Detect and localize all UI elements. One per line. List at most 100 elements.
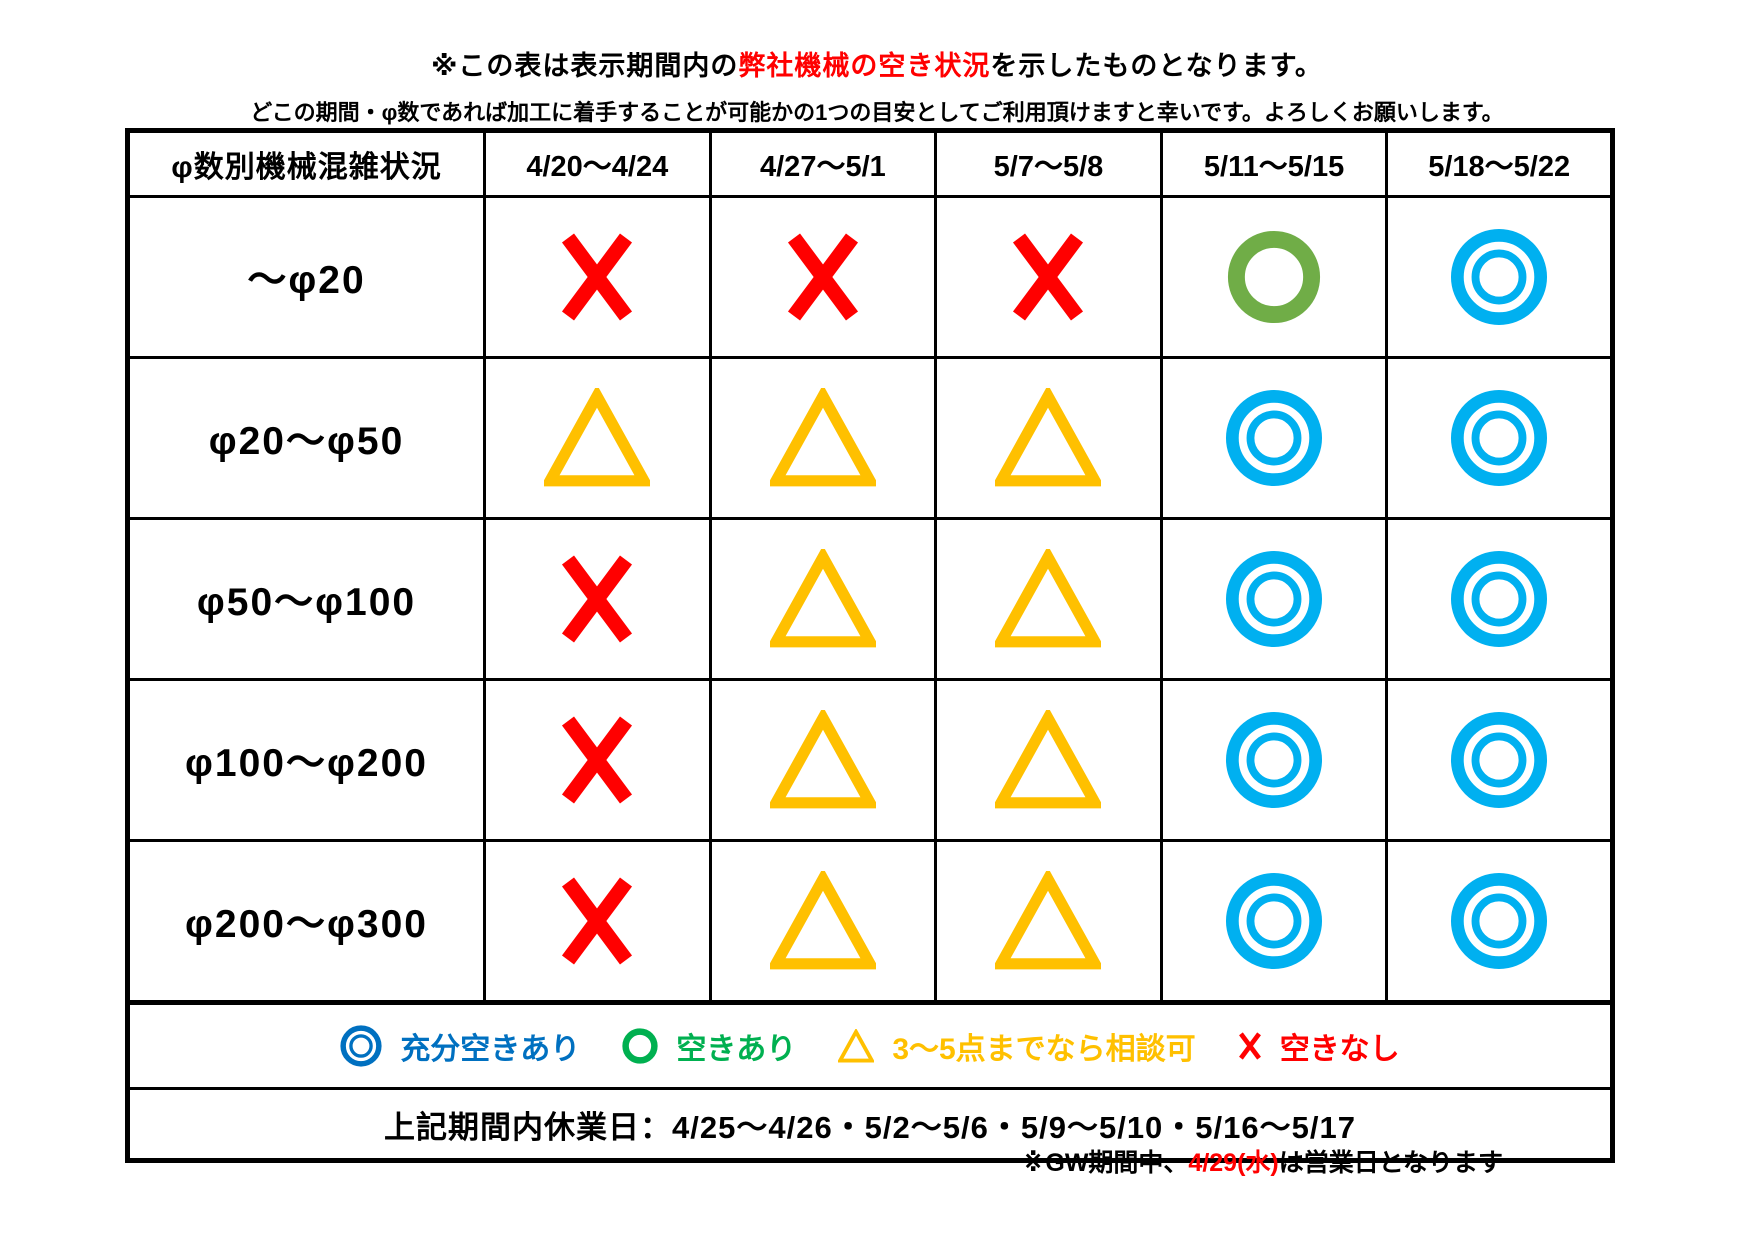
diameter-row-label: φ50〜φ100 xyxy=(126,517,486,681)
availability-cell xyxy=(1385,356,1614,520)
availability-table-wrap: φ数別機械混雑状況 4/20〜4/24 4/27〜5/1 5/7〜5/8 5/11〜5/… xyxy=(125,128,1615,1163)
title-line1: ※この表は表示期間内の弊社機械の空き状況を示したものとなります。 xyxy=(0,0,1754,83)
availability-cell xyxy=(934,839,1163,1004)
availability-table: φ数別機械混雑状況 4/20〜4/24 4/27〜5/1 5/7〜5/8 5/11〜5/… xyxy=(125,128,1615,1163)
table-header: φ数別機械混雑状況 4/20〜4/24 4/27〜5/1 5/7〜5/8 5/11〜5/… xyxy=(126,129,1614,198)
x-icon xyxy=(562,877,633,965)
table-row: φ50〜φ100 xyxy=(126,517,1614,681)
circle-icon xyxy=(1228,230,1321,324)
availability-cell xyxy=(483,195,712,359)
legend-row: 充分空きあり 空きあり 3〜5点までなら相談可 空きなし xyxy=(126,1000,1614,1090)
table-row: φ20〜φ50 xyxy=(126,356,1614,520)
legend-item: 空きなし xyxy=(1238,1024,1400,1068)
period-header: 4/27〜5/1 xyxy=(708,129,938,198)
x-icon xyxy=(1013,233,1084,321)
x-icon xyxy=(562,555,633,643)
legend-label: 充分空きあり xyxy=(400,1033,581,1066)
availability-cell xyxy=(708,517,938,681)
availability-cell xyxy=(934,517,1163,681)
double-circle-icon xyxy=(1226,872,1323,970)
triangle-icon xyxy=(995,871,1102,970)
gw-footnote: ※GW期間中、4/29(水)は営業日となります xyxy=(125,1143,1615,1179)
x-icon xyxy=(1238,1032,1261,1060)
legend-symbol-x xyxy=(1238,1031,1262,1061)
availability-cell xyxy=(483,356,712,520)
table-row: 〜φ20 xyxy=(126,195,1614,359)
diameter-row-label: 〜φ20 xyxy=(126,195,486,359)
double-circle-icon xyxy=(1451,389,1548,487)
availability-cell xyxy=(708,195,938,359)
legend-item: 空きあり xyxy=(622,1024,796,1068)
closed-days-value: 4/25〜4/26・5/2〜5/6・5/9〜5/10・5/16〜5/17 xyxy=(672,1109,1356,1145)
double-circle-icon xyxy=(340,1025,382,1067)
gw-footnote-highlight: 4/29(水) xyxy=(1188,1149,1279,1177)
table-row: φ200〜φ300 xyxy=(126,839,1614,1004)
availability-cell xyxy=(1159,195,1389,359)
availability-cell xyxy=(1385,517,1614,681)
header-row: φ数別機械混雑状況 4/20〜4/24 4/27〜5/1 5/7〜5/8 5/11〜5/… xyxy=(126,129,1614,198)
legend-symbol-triangle xyxy=(838,1029,875,1063)
availability-cell xyxy=(1385,195,1614,359)
x-icon xyxy=(562,233,633,321)
triangle-icon xyxy=(769,388,876,487)
availability-cell xyxy=(1159,678,1389,842)
triangle-icon xyxy=(995,388,1102,487)
availability-cell xyxy=(708,839,938,1004)
period-header: 5/11〜5/15 xyxy=(1159,129,1389,198)
availability-cell xyxy=(1159,839,1389,1004)
gw-footnote-suffix: は営業日となります xyxy=(1278,1149,1503,1177)
triangle-icon xyxy=(769,710,876,809)
triangle-icon xyxy=(544,388,651,487)
availability-cell xyxy=(934,356,1163,520)
title-line1-prefix: ※この表は表示期間内の xyxy=(431,51,739,81)
triangle-icon xyxy=(838,1029,875,1063)
double-circle-icon xyxy=(1226,550,1323,648)
legend-symbol-double-circle xyxy=(340,1025,382,1067)
closed-days-label: 上記期間内休業日： xyxy=(384,1109,673,1145)
title-line1-suffix: を示したものとなります。 xyxy=(990,51,1323,81)
legend-cell: 充分空きあり 空きあり 3〜5点までなら相談可 空きなし xyxy=(126,1000,1614,1090)
closed-days-cell: 上記期間内休業日：4/25〜4/26・5/2〜5/6・5/9〜5/10・5/16… xyxy=(126,1087,1614,1162)
legend-item: 充分空きあり xyxy=(340,1024,580,1068)
x-icon xyxy=(562,716,633,804)
title-line1-highlight: 弊社機械の空き状況 xyxy=(738,51,991,81)
legend-item: 3〜5点までなら相談可 xyxy=(838,1024,1196,1068)
availability-cell xyxy=(708,678,938,842)
period-header: 5/7〜5/8 xyxy=(934,129,1163,198)
triangle-icon xyxy=(995,549,1102,648)
availability-cell xyxy=(483,839,712,1004)
corner-header: φ数別機械混雑状況 xyxy=(126,129,486,198)
double-circle-icon xyxy=(1451,711,1548,809)
availability-cell xyxy=(483,517,712,681)
availability-cell xyxy=(1385,839,1614,1004)
availability-cell xyxy=(1159,356,1389,520)
availability-cell xyxy=(934,195,1163,359)
double-circle-icon xyxy=(1451,872,1548,970)
triangle-icon xyxy=(995,710,1102,809)
availability-cell xyxy=(483,678,712,842)
double-circle-icon xyxy=(1451,228,1548,326)
double-circle-icon xyxy=(1451,550,1548,648)
triangle-icon xyxy=(769,549,876,648)
availability-cell xyxy=(708,356,938,520)
double-circle-icon xyxy=(1226,389,1323,487)
legend: 充分空きあり 空きあり 3〜5点までなら相談可 空きなし xyxy=(130,1024,1610,1068)
closed-days-row: 上記期間内休業日：4/25〜4/26・5/2〜5/6・5/9〜5/10・5/16… xyxy=(126,1087,1614,1162)
triangle-icon xyxy=(769,871,876,970)
availability-cell xyxy=(934,678,1163,842)
legend-label: 空きなし xyxy=(1279,1033,1400,1066)
period-header: 4/20〜4/24 xyxy=(483,129,712,198)
diameter-row-label: φ20〜φ50 xyxy=(126,356,486,520)
gw-footnote-prefix: ※GW期間中、 xyxy=(1021,1149,1189,1177)
circle-icon xyxy=(622,1028,658,1064)
diameter-row-label: φ200〜φ300 xyxy=(126,839,486,1004)
period-header: 5/18〜5/22 xyxy=(1385,129,1614,198)
table-body: 〜φ20 φ20〜φ50 φ50〜φ100 φ100〜φ200 φ200〜φ300 充分空… xyxy=(126,195,1614,1162)
legend-label: 空きあり xyxy=(676,1033,797,1066)
x-icon xyxy=(787,233,858,321)
title-line2: どこの期間・φ数であれば加工に着手することが可能かの1つの目安としてご利用頂けま… xyxy=(250,100,1504,125)
legend-label: 3〜5点までなら相談可 xyxy=(892,1033,1196,1066)
diameter-row-label: φ100〜φ200 xyxy=(126,678,486,842)
availability-cell xyxy=(1385,678,1614,842)
